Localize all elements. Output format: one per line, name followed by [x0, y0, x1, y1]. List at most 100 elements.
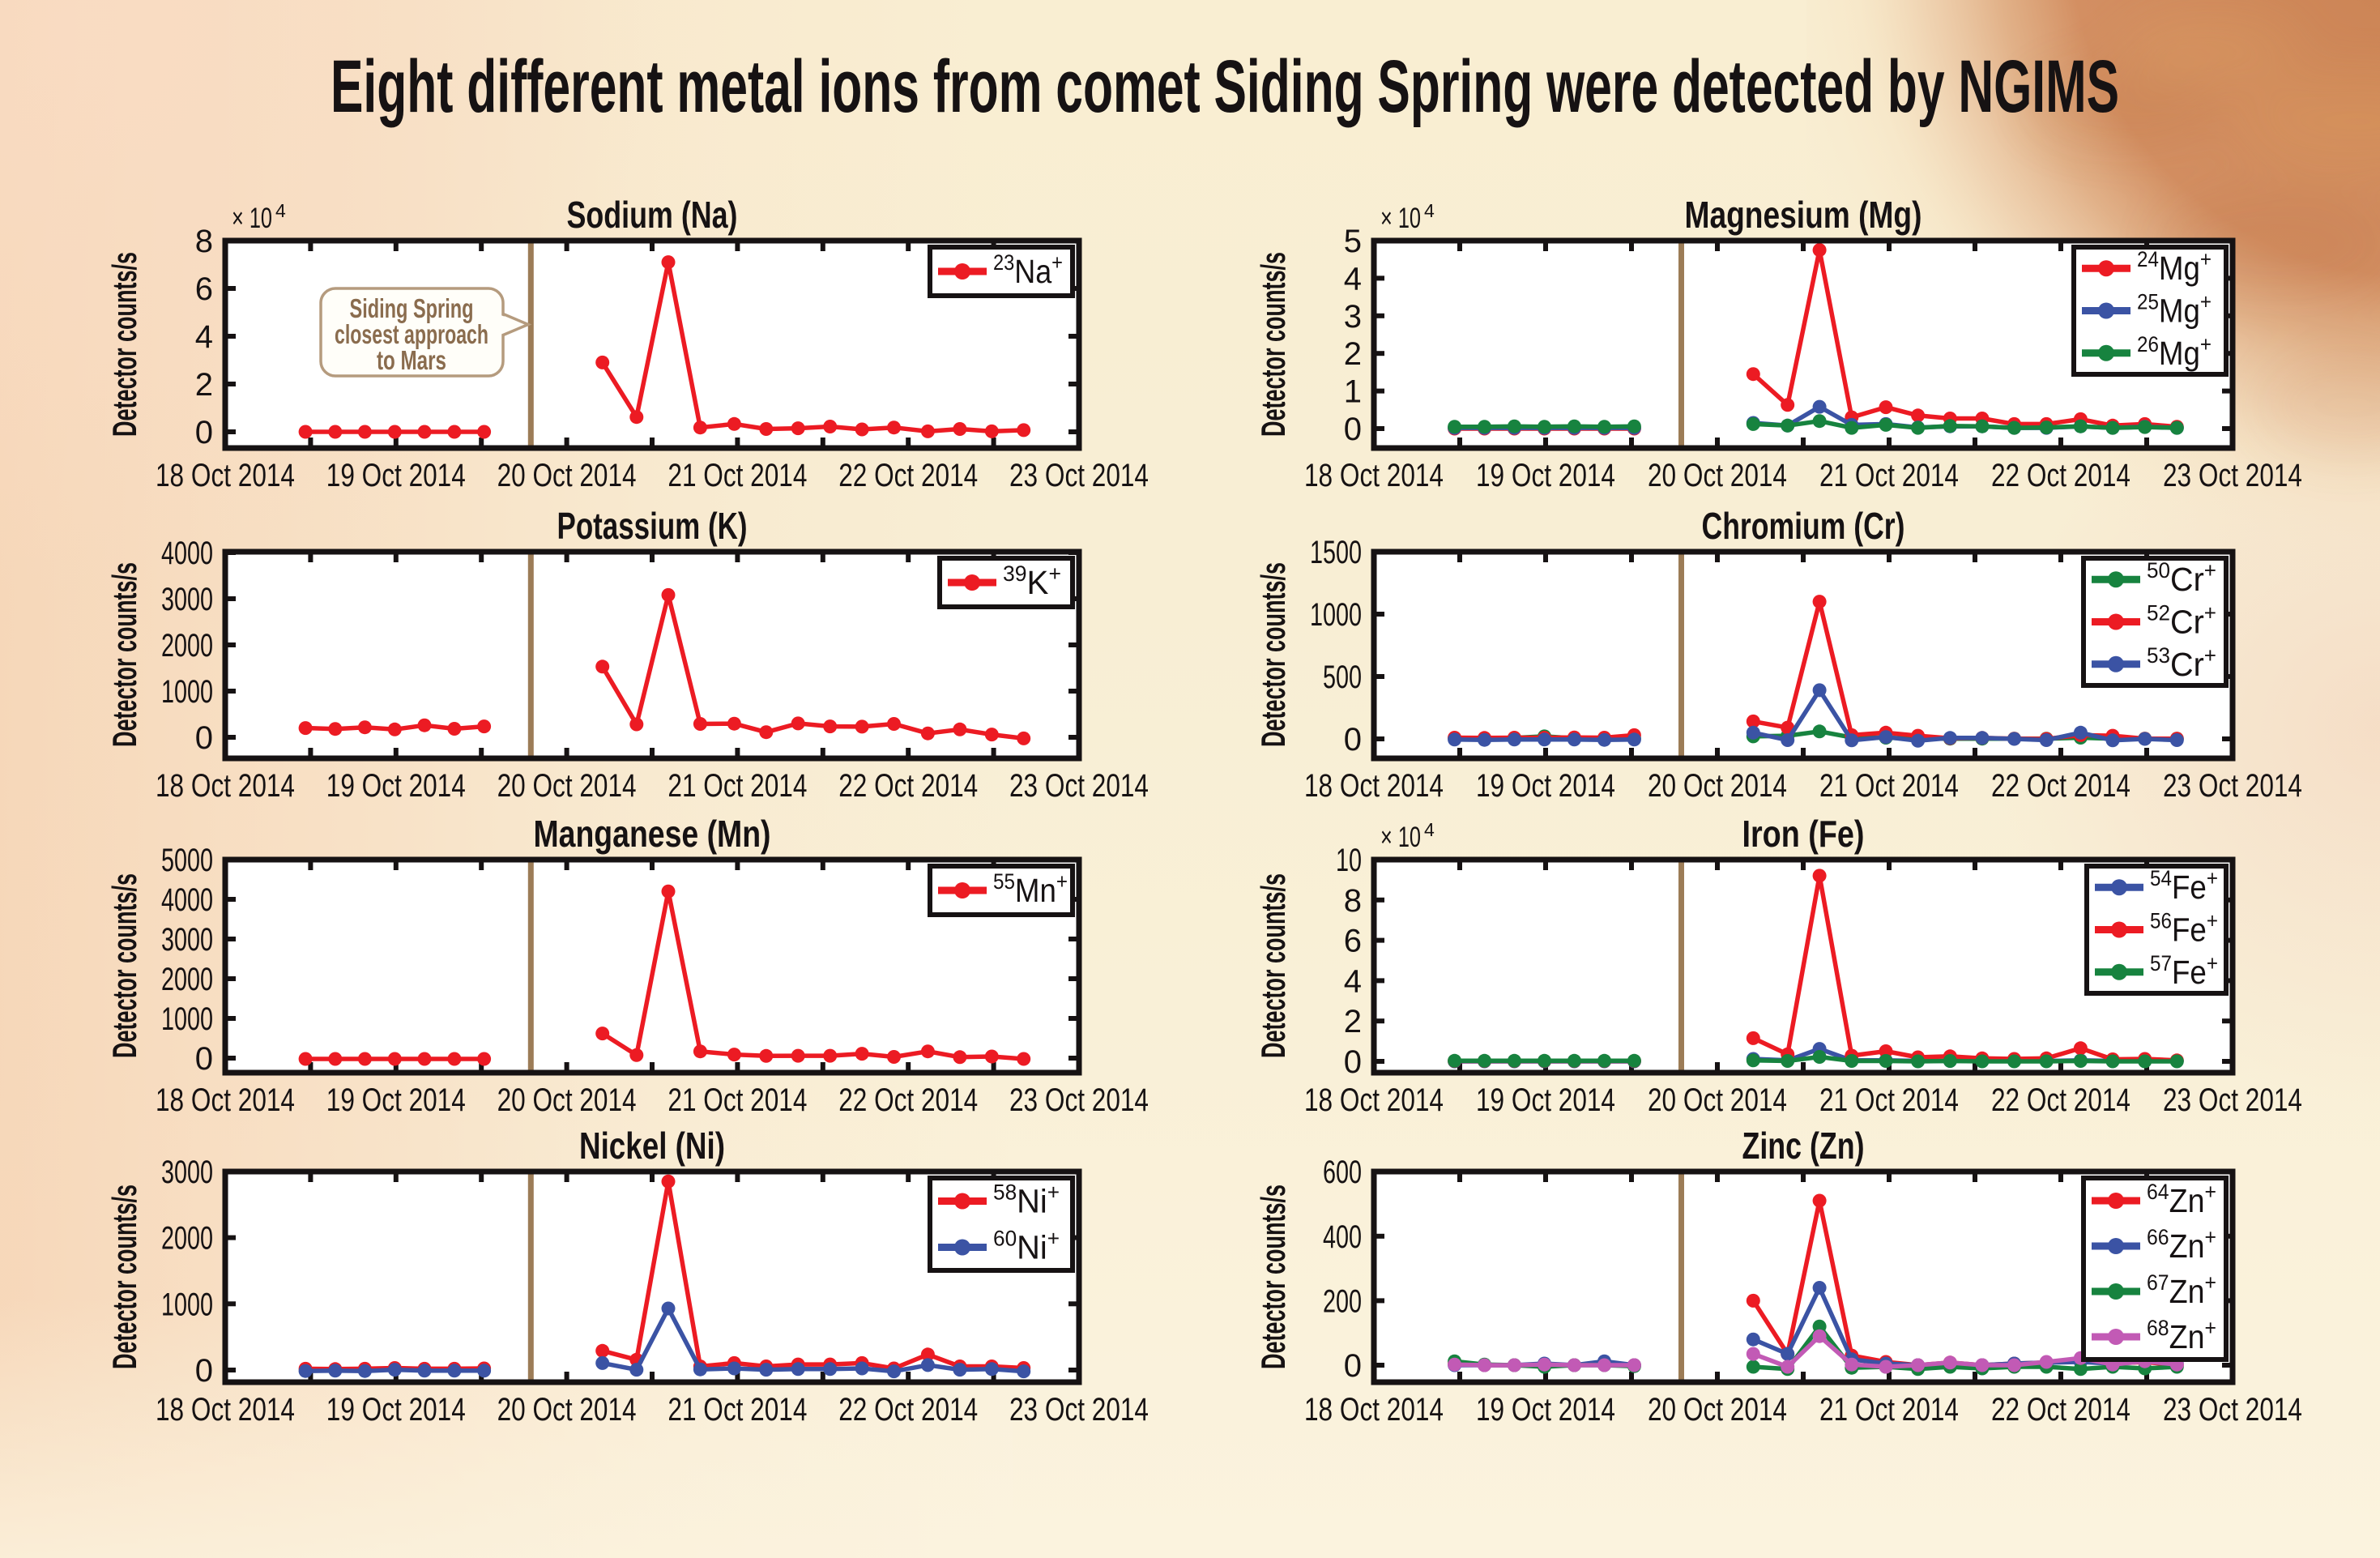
svg-text:3000: 3000 [161, 922, 213, 958]
svg-text:4: 4 [1424, 819, 1435, 840]
svg-text:4: 4 [195, 319, 213, 355]
svg-text:4: 4 [1344, 261, 1362, 297]
svg-text:22 Oct 2014: 22 Oct 2014 [1991, 1082, 2130, 1118]
svg-text:22 Oct 2014: 22 Oct 2014 [838, 1082, 978, 1118]
svg-text:Manganese (Mn): Manganese (Mn) [534, 813, 771, 855]
svg-text:21 Oct 2014: 21 Oct 2014 [1819, 458, 1959, 493]
svg-text:1000: 1000 [161, 1287, 213, 1322]
svg-text:54Fe+: 54Fe+ [2150, 866, 2218, 906]
svg-text:Eight different metal ions fro: Eight different metal ions from comet Si… [331, 45, 2119, 128]
svg-text:18 Oct 2014: 18 Oct 2014 [156, 768, 295, 804]
svg-text:2000: 2000 [161, 1221, 213, 1257]
svg-text:500: 500 [1323, 659, 1362, 695]
svg-text:57Fe+: 57Fe+ [2150, 951, 2218, 991]
svg-text:Detector counts/s: Detector counts/s [1254, 1185, 1292, 1369]
svg-text:39K+: 39K+ [1003, 561, 1061, 601]
svg-text:200: 200 [1323, 1283, 1362, 1319]
svg-text:0: 0 [195, 720, 213, 756]
svg-text:Detector counts/s: Detector counts/s [105, 562, 143, 747]
svg-text:18 Oct 2014: 18 Oct 2014 [1304, 768, 1444, 804]
svg-text:21 Oct 2014: 21 Oct 2014 [668, 768, 807, 804]
svg-text:4: 4 [275, 200, 286, 221]
svg-text:Siding Spring: Siding Spring [350, 293, 474, 323]
svg-text:22 Oct 2014: 22 Oct 2014 [838, 458, 978, 493]
svg-text:19 Oct 2014: 19 Oct 2014 [326, 1082, 466, 1118]
svg-text:3000: 3000 [161, 1155, 213, 1190]
svg-text:0: 0 [1344, 412, 1362, 447]
svg-text:0: 0 [1344, 722, 1362, 758]
svg-text:2000: 2000 [161, 962, 213, 997]
svg-text:Nickel (Ni): Nickel (Ni) [579, 1125, 725, 1167]
svg-text:3: 3 [1344, 299, 1362, 335]
svg-text:Zinc (Zn): Zinc (Zn) [1742, 1125, 1865, 1167]
svg-text:18 Oct 2014: 18 Oct 2014 [1304, 458, 1444, 493]
svg-text:0: 0 [195, 415, 213, 450]
svg-text:Chromium (Cr): Chromium (Cr) [1702, 505, 1905, 547]
svg-text:23 Oct 2014: 23 Oct 2014 [2163, 768, 2302, 804]
svg-text:22 Oct 2014: 22 Oct 2014 [1991, 1392, 2130, 1428]
svg-text:400: 400 [1323, 1219, 1362, 1255]
svg-text:Iron (Fe): Iron (Fe) [1742, 813, 1865, 855]
svg-text:18 Oct 2014: 18 Oct 2014 [1304, 1082, 1444, 1118]
svg-text:23Na+: 23Na+ [993, 250, 1063, 290]
svg-text:× 10: × 10 [1380, 822, 1421, 853]
svg-text:60Ni+: 60Ni+ [993, 1227, 1060, 1266]
svg-text:19 Oct 2014: 19 Oct 2014 [1476, 458, 1615, 493]
svg-text:18 Oct 2014: 18 Oct 2014 [156, 458, 295, 493]
svg-text:Detector counts/s: Detector counts/s [105, 873, 143, 1058]
svg-text:4: 4 [1344, 963, 1362, 999]
svg-text:64Zn+: 64Zn+ [2147, 1180, 2216, 1219]
svg-text:20 Oct 2014: 20 Oct 2014 [1648, 1082, 1787, 1118]
svg-text:20 Oct 2014: 20 Oct 2014 [1648, 1392, 1787, 1428]
svg-text:24Mg+: 24Mg+ [2137, 247, 2212, 287]
svg-text:8: 8 [195, 224, 213, 259]
svg-text:23 Oct 2014: 23 Oct 2014 [1009, 1392, 1149, 1428]
svg-text:6: 6 [195, 271, 213, 307]
svg-text:Detector counts/s: Detector counts/s [105, 1185, 143, 1369]
svg-text:0: 0 [195, 1041, 213, 1077]
svg-text:to Mars: to Mars [377, 345, 446, 375]
svg-text:6: 6 [1344, 924, 1362, 959]
svg-text:26Mg+: 26Mg+ [2137, 332, 2212, 372]
svg-text:52Cr+: 52Cr+ [2147, 601, 2216, 641]
svg-text:55Mn+: 55Mn+ [993, 869, 1068, 909]
svg-text:4000: 4000 [161, 882, 213, 918]
svg-text:23 Oct 2014: 23 Oct 2014 [2163, 1082, 2302, 1118]
svg-text:1000: 1000 [1310, 597, 1362, 633]
svg-text:2: 2 [1344, 1004, 1362, 1039]
svg-text:25Mg+: 25Mg+ [2137, 290, 2212, 330]
svg-text:19 Oct 2014: 19 Oct 2014 [1476, 1082, 1615, 1118]
svg-text:0: 0 [195, 1353, 213, 1389]
svg-text:20 Oct 2014: 20 Oct 2014 [1648, 458, 1787, 493]
svg-text:Detector counts/s: Detector counts/s [1254, 873, 1292, 1058]
svg-text:67Zn+: 67Zn+ [2147, 1270, 2216, 1310]
svg-text:20 Oct 2014: 20 Oct 2014 [1648, 768, 1787, 804]
svg-text:0: 0 [1344, 1348, 1362, 1384]
svg-text:22 Oct 2014: 22 Oct 2014 [1991, 458, 2130, 493]
svg-text:10: 10 [1336, 843, 1362, 878]
svg-text:22 Oct 2014: 22 Oct 2014 [838, 768, 978, 804]
svg-text:56Fe+: 56Fe+ [2150, 909, 2218, 949]
svg-text:× 10: × 10 [232, 203, 272, 234]
svg-text:19 Oct 2014: 19 Oct 2014 [1476, 1392, 1615, 1428]
svg-text:closest approach: closest approach [335, 319, 488, 349]
svg-text:2000: 2000 [161, 628, 213, 664]
svg-text:20 Oct 2014: 20 Oct 2014 [497, 768, 637, 804]
svg-text:5000: 5000 [161, 843, 213, 878]
svg-text:2: 2 [195, 367, 213, 403]
svg-text:1000: 1000 [161, 1001, 213, 1037]
svg-text:18 Oct 2014: 18 Oct 2014 [156, 1392, 295, 1428]
svg-text:19 Oct 2014: 19 Oct 2014 [326, 1392, 466, 1428]
svg-text:4: 4 [1424, 200, 1435, 221]
svg-text:19 Oct 2014: 19 Oct 2014 [1476, 768, 1615, 804]
svg-text:21 Oct 2014: 21 Oct 2014 [1819, 1392, 1959, 1428]
svg-text:× 10: × 10 [1380, 203, 1421, 234]
svg-text:2: 2 [1344, 336, 1362, 372]
svg-text:53Cr+: 53Cr+ [2147, 643, 2216, 683]
svg-text:Magnesium (Mg): Magnesium (Mg) [1685, 194, 1922, 236]
svg-text:1500: 1500 [1310, 535, 1362, 570]
svg-text:5: 5 [1344, 224, 1362, 259]
svg-text:8: 8 [1344, 883, 1362, 919]
svg-text:18 Oct 2014: 18 Oct 2014 [156, 1082, 295, 1118]
svg-text:66Zn+: 66Zn+ [2147, 1225, 2216, 1265]
